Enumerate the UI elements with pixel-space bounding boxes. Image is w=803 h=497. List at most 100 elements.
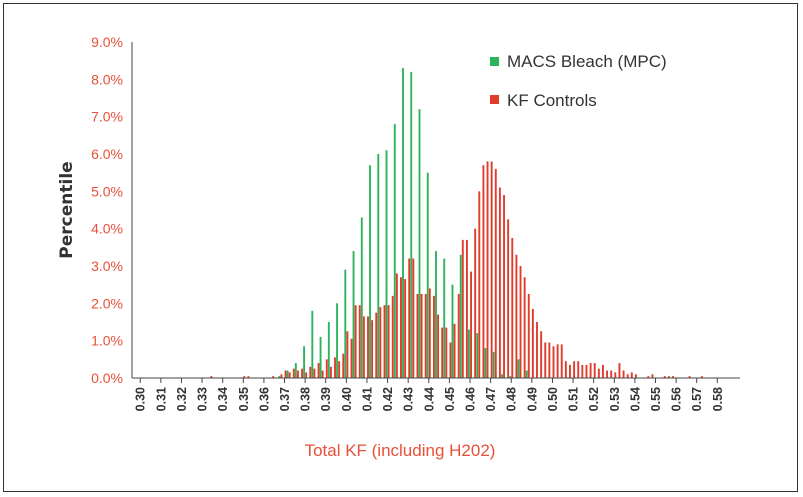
series-macs-bleach [278, 68, 528, 378]
bar-kf-controls [663, 376, 666, 378]
x-tick-label: 0.44 [422, 387, 436, 411]
bar-kf-controls [498, 187, 501, 378]
bar-kf-controls [618, 363, 621, 378]
bar-kf-controls [416, 294, 419, 378]
bar-macs-bleach [344, 269, 347, 378]
x-tick-label: 0.48 [505, 387, 519, 411]
x-tick-label: 0.43 [402, 387, 416, 411]
y-tick-label: 1.0% [91, 333, 123, 349]
bar-kf-controls [358, 305, 361, 378]
bar-kf-controls [519, 266, 522, 378]
bar-macs-bleach [443, 258, 446, 378]
x-tick-label: 0.34 [216, 387, 230, 411]
bar-kf-controls [457, 294, 460, 378]
bar-kf-controls [573, 361, 576, 378]
y-tick-label: 6.0% [91, 146, 123, 162]
x-tick-label: 0.50 [546, 387, 560, 411]
x-tick-label: 0.49 [525, 387, 539, 411]
y-tick-label: 9.0% [91, 34, 123, 50]
y-tick-label: 8.0% [91, 71, 123, 87]
bar-kf-controls [292, 368, 295, 378]
y-tick-label: 2.0% [91, 295, 123, 311]
bar-kf-controls [494, 168, 497, 378]
x-tick-label: 0.51 [567, 387, 581, 411]
bar-kf-controls [544, 342, 547, 378]
bar-kf-controls [515, 254, 518, 378]
bar-kf-controls [688, 376, 691, 378]
x-tick-label: 0.45 [443, 387, 457, 411]
y-tick-label: 0.0% [91, 370, 123, 386]
bar-kf-controls [490, 161, 493, 378]
x-tick-label: 0.41 [360, 387, 374, 411]
bar-kf-controls [622, 370, 625, 378]
bar-kf-controls [511, 238, 514, 378]
x-tick-label: 0.54 [628, 387, 642, 411]
bar-macs-bleach [393, 124, 396, 378]
bar-kf-controls [523, 277, 526, 378]
x-tick-label: 0.39 [319, 387, 333, 411]
bar-kf-controls [589, 363, 592, 378]
y-axis-label: Percentile [57, 161, 77, 258]
bar-kf-controls [667, 376, 670, 378]
bar-kf-controls [408, 258, 411, 378]
x-tick-label: 0.47 [484, 387, 498, 411]
bar-kf-controls [284, 370, 287, 378]
bar-macs-bleach [459, 254, 462, 378]
bar-macs-bleach [311, 310, 314, 378]
bar-kf-controls [383, 305, 386, 378]
bar-kf-controls [478, 191, 481, 378]
bar-kf-controls [593, 363, 596, 378]
bar-kf-controls [564, 361, 567, 378]
y-tick-label: 7.0% [91, 109, 123, 125]
bar-kf-controls [548, 342, 551, 378]
bar-macs-bleach [294, 363, 297, 378]
x-tick-label: 0.40 [340, 387, 354, 411]
chart-frame [3, 3, 798, 492]
x-tick-label: 0.37 [278, 387, 292, 411]
bar-macs-bleach [525, 370, 528, 378]
bar-macs-bleach [377, 154, 380, 378]
bar-kf-controls [569, 364, 571, 378]
bar-kf-controls [606, 370, 609, 378]
bar-kf-controls [338, 361, 341, 378]
bar-kf-controls [465, 239, 468, 378]
x-tick-label: 0.36 [257, 387, 271, 411]
bar-kf-controls [531, 308, 534, 378]
bar-kf-controls [309, 366, 312, 378]
bar-kf-controls [449, 342, 452, 378]
y-axis-ticks: 0.0% 1.0% 2.0% 3.0% 4.0% 5.0% 6.0% 7.0% 8.0% 9.0% [91, 34, 123, 386]
bar-macs-bleach [336, 303, 339, 378]
x-tick-label: 0.57 [690, 387, 704, 411]
bar-kf-controls [630, 372, 633, 378]
bar-kf-controls [404, 279, 407, 378]
x-tick-label: 0.30 [134, 387, 148, 411]
x-tick-label: 0.33 [196, 387, 210, 411]
bar-kf-controls [581, 364, 584, 378]
bar-macs-bleach [402, 68, 404, 378]
bar-kf-controls [556, 344, 559, 378]
bar-kf-controls [445, 327, 448, 378]
bar-kf-controls [400, 277, 402, 378]
bar-kf-controls [375, 312, 378, 378]
bar-kf-controls [325, 359, 328, 378]
bar-kf-controls [437, 314, 440, 378]
bar-macs-bleach [484, 348, 487, 378]
bar-kf-controls [329, 366, 332, 378]
x-tick-label: 0.53 [608, 387, 622, 411]
x-tick-label: 0.58 [711, 387, 725, 411]
bar-kf-controls [672, 376, 674, 378]
bar-kf-controls [350, 338, 353, 378]
x-axis-label: Total KF (including H202) [305, 441, 496, 460]
bar-kf-controls [700, 376, 703, 378]
y-tick-label: 3.0% [91, 258, 123, 274]
bar-kf-controls [420, 294, 423, 378]
bar-kf-controls [614, 372, 617, 378]
bar-kf-controls [428, 288, 431, 378]
bar-kf-controls [610, 370, 613, 378]
bar-kf-controls [560, 344, 563, 378]
bar-macs-bleach [286, 370, 289, 378]
bar-macs-bleach [517, 359, 520, 378]
bar-kf-controls [334, 357, 336, 378]
bar-macs-bleach [500, 374, 503, 378]
bar-kf-controls [527, 294, 530, 378]
